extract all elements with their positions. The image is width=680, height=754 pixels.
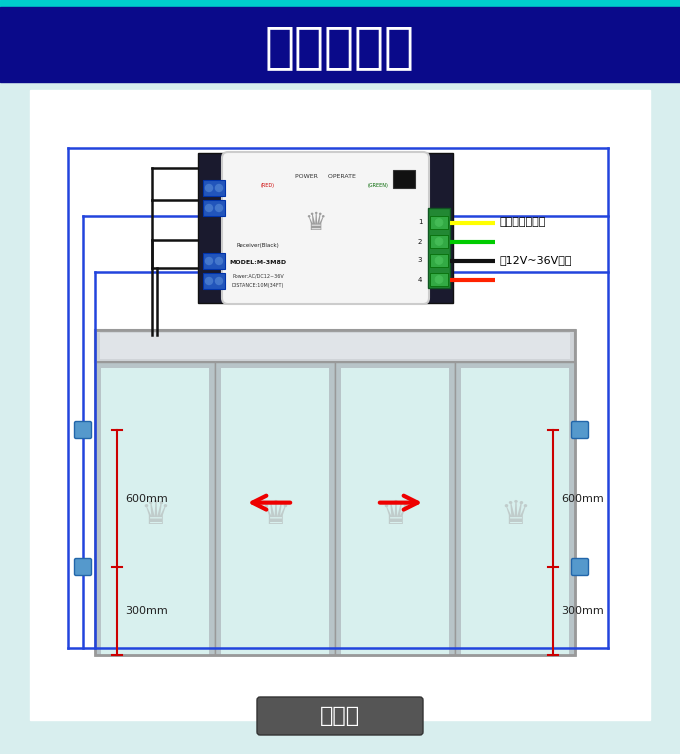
Circle shape — [216, 204, 222, 212]
Circle shape — [205, 258, 212, 265]
Bar — [95, 330, 575, 362]
Circle shape — [216, 277, 222, 284]
Bar — [215, 362, 335, 655]
Bar — [203, 253, 225, 269]
Bar — [100, 333, 570, 359]
Text: 600mm: 600mm — [561, 494, 604, 504]
Bar — [430, 254, 448, 267]
Circle shape — [216, 185, 222, 192]
Text: 1: 1 — [418, 219, 422, 225]
Text: 接线示意图: 接线示意图 — [265, 23, 415, 71]
Bar — [0, 7, 680, 82]
Bar — [430, 235, 448, 248]
Text: MODEL:M-3M8D: MODEL:M-3M8D — [229, 260, 286, 265]
Text: ♛: ♛ — [140, 498, 170, 531]
Text: 2: 2 — [418, 238, 422, 244]
Bar — [430, 216, 448, 229]
Bar — [461, 368, 569, 655]
Text: ♛: ♛ — [260, 498, 290, 531]
Text: ♛: ♛ — [380, 498, 410, 531]
Text: (GREEN): (GREEN) — [368, 182, 388, 188]
FancyBboxPatch shape — [75, 421, 92, 439]
Text: 双光束: 双光束 — [320, 706, 360, 726]
Text: 4: 4 — [418, 277, 422, 283]
Circle shape — [205, 185, 212, 192]
FancyBboxPatch shape — [257, 697, 423, 735]
Text: ♛: ♛ — [500, 498, 530, 531]
Bar — [341, 368, 449, 655]
Text: 300mm: 300mm — [561, 606, 604, 616]
Bar — [203, 180, 225, 196]
Text: 3: 3 — [418, 258, 422, 263]
Text: Power:AC/DC12~36V: Power:AC/DC12~36V — [232, 274, 284, 278]
Bar — [393, 170, 415, 188]
Bar — [455, 362, 575, 655]
Text: ♛: ♛ — [305, 211, 326, 235]
Bar — [95, 362, 215, 655]
FancyBboxPatch shape — [571, 421, 588, 439]
Text: 300mm: 300mm — [125, 606, 168, 616]
Bar — [198, 153, 453, 303]
Circle shape — [435, 256, 443, 265]
Bar — [430, 273, 448, 286]
Text: Receiver(Black): Receiver(Black) — [237, 244, 279, 249]
FancyBboxPatch shape — [75, 559, 92, 575]
Text: DISTANCE:10M(34FT): DISTANCE:10M(34FT) — [232, 284, 284, 289]
Text: 接12V~36V电源: 接12V~36V电源 — [500, 256, 573, 265]
Circle shape — [216, 258, 222, 265]
Text: 600mm: 600mm — [125, 494, 168, 504]
Bar — [428, 208, 450, 288]
Circle shape — [205, 277, 212, 284]
Bar — [101, 368, 209, 655]
FancyBboxPatch shape — [571, 559, 588, 575]
Text: POWER     OPERATE: POWER OPERATE — [295, 173, 356, 179]
Bar — [30, 90, 650, 720]
Text: 自动门光线信号: 自动门光线信号 — [500, 217, 546, 228]
FancyBboxPatch shape — [222, 152, 429, 304]
Bar — [203, 200, 225, 216]
Circle shape — [435, 275, 443, 284]
Bar — [203, 273, 225, 289]
Circle shape — [435, 238, 443, 246]
Bar — [221, 368, 329, 655]
Bar — [335, 362, 455, 655]
Bar — [95, 330, 575, 655]
Circle shape — [205, 204, 212, 212]
Bar — [0, 0, 680, 7]
Text: (RED): (RED) — [261, 182, 275, 188]
Circle shape — [435, 219, 443, 226]
